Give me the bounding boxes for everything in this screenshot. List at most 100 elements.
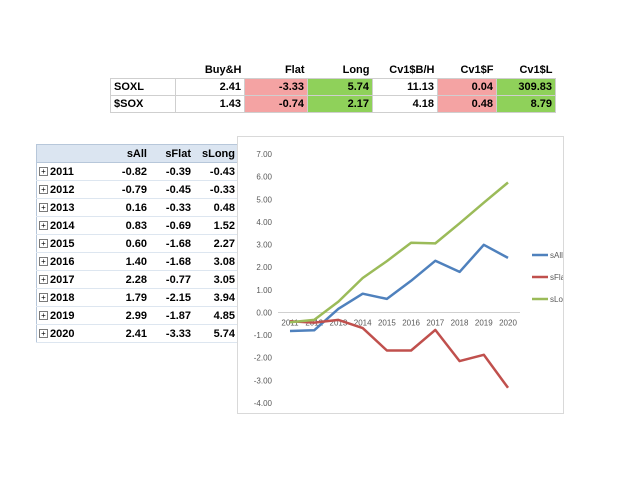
summary-row-label[interactable]: $SOX xyxy=(110,95,176,113)
pivot-value-cell[interactable]: -0.39 xyxy=(149,162,193,181)
pivot-row: +2018 1.79 -2.15 3.94 xyxy=(36,288,238,307)
pivot-value-cell[interactable]: -2.15 xyxy=(149,288,193,307)
pivot-year-label: 2011 xyxy=(50,165,74,178)
expand-plus-icon[interactable]: + xyxy=(39,238,48,248)
summary-cell[interactable]: 2.17 xyxy=(307,95,373,113)
summary-cell[interactable]: 0.04 xyxy=(437,78,497,96)
pivot-value-cell[interactable]: 1.52 xyxy=(193,216,238,235)
summary-header-cell[interactable]: Cv1$F xyxy=(437,62,497,79)
series-line-sflat xyxy=(289,318,510,389)
summary-header-cell[interactable]: Cv1$B/H xyxy=(372,62,438,79)
pivot-row: +2019 2.99 -1.87 4.85 xyxy=(36,306,238,325)
y-tick-label: 1.00 xyxy=(256,286,272,295)
pivot-value-cell[interactable]: -0.33 xyxy=(193,180,238,199)
summary-cell[interactable]: 0.48 xyxy=(437,95,497,113)
pivot-year-cell[interactable]: +2018 xyxy=(36,288,105,307)
pivot-value-cell[interactable]: 2.99 xyxy=(105,306,149,325)
y-tick-label: 3.00 xyxy=(256,241,272,250)
pivot-year-cell[interactable]: +2014 xyxy=(36,216,105,235)
expand-plus-icon[interactable]: + xyxy=(39,310,48,320)
pivot-value-cell[interactable]: -0.43 xyxy=(193,162,238,181)
summary-cell[interactable]: 11.13 xyxy=(372,78,438,96)
expand-plus-icon[interactable]: + xyxy=(39,292,48,302)
y-tick-label: -3.00 xyxy=(254,376,273,385)
line-chart[interactable]: 7.00 6.00 5.00 4.00 3.00 2.00 1.00 0.00 -1.00 -2.… xyxy=(237,136,564,414)
pivot-value-cell[interactable]: -0.45 xyxy=(149,180,193,199)
pivot-year-cell[interactable]: +2020 xyxy=(36,324,105,343)
y-tick-label: 4.00 xyxy=(256,218,272,227)
pivot-value-cell[interactable]: 0.16 xyxy=(105,198,149,217)
expand-plus-icon[interactable]: + xyxy=(39,274,48,284)
x-tick-label: 2019 xyxy=(475,318,493,327)
pivot-row: +2014 0.83 -0.69 1.52 xyxy=(36,216,238,235)
pivot-year-cell[interactable]: +2019 xyxy=(36,306,105,325)
pivot-value-cell[interactable]: 3.94 xyxy=(193,288,238,307)
summary-cell[interactable]: -3.33 xyxy=(244,78,308,96)
pivot-value-cell[interactable]: -0.82 xyxy=(105,162,149,181)
pivot-value-cell[interactable]: -0.77 xyxy=(149,270,193,289)
pivot-value-cell[interactable]: -1.87 xyxy=(149,306,193,325)
pivot-value-cell[interactable]: 3.08 xyxy=(193,252,238,271)
pivot-value-cell[interactable]: -0.33 xyxy=(149,198,193,217)
pivot-year-label: 2020 xyxy=(50,327,75,340)
pivot-value-cell[interactable]: 0.60 xyxy=(105,234,149,253)
pivot-year-cell[interactable]: +2011 xyxy=(36,162,105,181)
pivot-value-cell[interactable]: -0.69 xyxy=(149,216,193,235)
summary-header-cell[interactable]: Buy&H xyxy=(175,62,245,79)
summary-cell[interactable]: 309.83 xyxy=(496,78,556,96)
pivot-row: +2011 -0.82 -0.39 -0.43 xyxy=(36,162,238,181)
pivot-year-cell[interactable]: +2016 xyxy=(36,252,105,271)
pivot-value-cell[interactable]: 3.05 xyxy=(193,270,238,289)
summary-cell[interactable]: 4.18 xyxy=(372,95,438,113)
expand-plus-icon[interactable]: + xyxy=(39,184,48,194)
pivot-value-cell[interactable]: 0.48 xyxy=(193,198,238,217)
pivot-row: +2015 0.60 -1.68 2.27 xyxy=(36,234,238,253)
pivot-year-cell[interactable]: +2015 xyxy=(36,234,105,253)
pivot-value-cell[interactable]: 2.28 xyxy=(105,270,149,289)
pivot-value-cell[interactable]: 5.74 xyxy=(193,324,238,343)
y-tick-label: 7.00 xyxy=(256,150,272,159)
pivot-value-cell[interactable]: -0.79 xyxy=(105,180,149,199)
pivot-value-cell[interactable]: 0.83 xyxy=(105,216,149,235)
pivot-year-cell[interactable]: +2017 xyxy=(36,270,105,289)
pivot-value-cell[interactable]: 2.27 xyxy=(193,234,238,253)
y-tick-label: -2.00 xyxy=(254,354,273,363)
summary-header-cell[interactable]: Cv1$L xyxy=(496,62,556,79)
summary-header-cell[interactable]: Flat xyxy=(244,62,308,79)
summary-table: Buy&H Flat Long Cv1$B/H Cv1$F Cv1$L SOXL… xyxy=(110,62,556,113)
pivot-value-cell[interactable]: 1.79 xyxy=(105,288,149,307)
pivot-corner-cell xyxy=(36,144,105,163)
pivot-value-cell[interactable]: 4.85 xyxy=(193,306,238,325)
pivot-value-cell[interactable]: -1.68 xyxy=(149,234,193,253)
summary-header-cell[interactable]: Long xyxy=(307,62,373,79)
summary-cell[interactable]: -0.74 xyxy=(244,95,308,113)
pivot-header-cell[interactable]: sLong xyxy=(193,144,238,163)
pivot-row: +2012 -0.79 -0.45 -0.33 xyxy=(36,180,238,199)
summary-cell[interactable]: 2.41 xyxy=(175,78,245,96)
pivot-year-cell[interactable]: +2012 xyxy=(36,180,105,199)
pivot-header-cell[interactable]: sAll xyxy=(105,144,149,163)
summary-row-label[interactable]: SOXL xyxy=(110,78,176,96)
pivot-value-cell[interactable]: -3.33 xyxy=(149,324,193,343)
pivot-value-cell[interactable]: 1.40 xyxy=(105,252,149,271)
y-tick-label: -4.00 xyxy=(254,399,273,408)
pivot-value-cell[interactable]: 2.41 xyxy=(105,324,149,343)
pivot-header-row: sAll sFlat sLong xyxy=(36,144,238,163)
summary-cell[interactable]: 1.43 xyxy=(175,95,245,113)
pivot-year-cell[interactable]: +2013 xyxy=(36,198,105,217)
expand-plus-icon[interactable]: + xyxy=(39,256,48,266)
expand-plus-icon[interactable]: + xyxy=(39,328,48,338)
expand-plus-icon[interactable]: + xyxy=(39,220,48,230)
summary-cell[interactable]: 5.74 xyxy=(307,78,373,96)
x-tick-label: 2020 xyxy=(499,318,517,327)
y-tick-label: 0.00 xyxy=(256,308,272,317)
summary-row: SOXL 2.41 -3.33 5.74 11.13 0.04 309.83 xyxy=(110,78,556,96)
legend-label-sall: sAll xyxy=(550,251,563,260)
expand-plus-icon[interactable]: + xyxy=(39,166,48,176)
pivot-value-cell[interactable]: -1.68 xyxy=(149,252,193,271)
pivot-row: +2017 2.28 -0.77 3.05 xyxy=(36,270,238,289)
pivot-header-cell[interactable]: sFlat xyxy=(149,144,193,163)
summary-cell[interactable]: 8.79 xyxy=(496,95,556,113)
expand-plus-icon[interactable]: + xyxy=(39,202,48,212)
pivot-year-label: 2019 xyxy=(50,309,75,322)
